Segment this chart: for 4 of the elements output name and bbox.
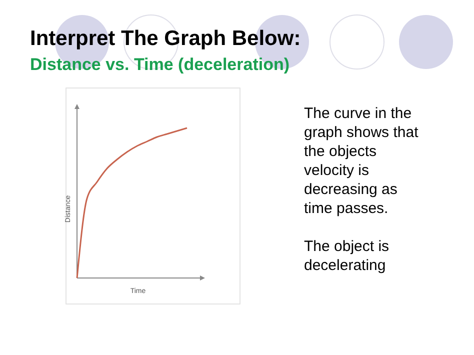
chart-subtitle: Distance vs. Time (deceleration) <box>30 55 290 74</box>
chart-title: Interpret The Graph Below: <box>30 27 301 50</box>
text: The curve in the graph shows that the objects velocity is decreasing as time passes. <box>304 105 420 217</box>
text: The object is decelerating <box>304 238 390 274</box>
